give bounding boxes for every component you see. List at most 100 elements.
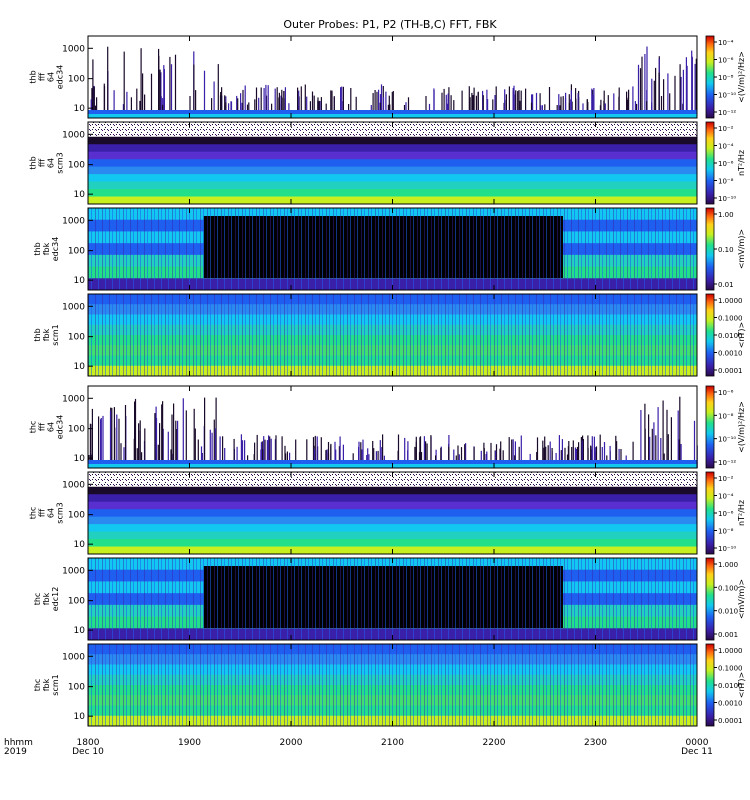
spectral-streak <box>492 99 494 118</box>
spectral-streak <box>670 417 672 468</box>
panel-label-line: fbk <box>42 592 51 605</box>
spectral-streak <box>632 441 634 468</box>
spectral-streak <box>169 56 171 118</box>
panel-label: thb fbk edc34 <box>33 237 60 262</box>
spectral-streak <box>680 444 682 468</box>
spectral-streak <box>381 447 383 468</box>
spectral-streak <box>193 408 195 468</box>
spectral-streak <box>655 67 657 118</box>
spectral-streak <box>545 446 547 468</box>
spectral-streak <box>372 441 374 468</box>
spectral-streak <box>284 87 286 118</box>
panel-label-line: thb <box>33 328 42 341</box>
panel-label-line: thc <box>33 679 42 692</box>
spectral-streak <box>224 95 226 118</box>
spectral-streak <box>130 97 132 118</box>
spectral-streak <box>448 446 450 468</box>
spectral-streak <box>639 68 642 118</box>
panel-label-line: thc <box>33 593 42 606</box>
colorbar-tick-label: 0.0100 <box>718 682 743 690</box>
spectral-streak <box>283 91 285 118</box>
spectral-streak <box>197 439 199 468</box>
spectral-streak <box>640 410 642 468</box>
panel-label-line: 64 <box>47 508 56 518</box>
colorbar <box>705 385 715 469</box>
colorbar-label: <mV/m)> <box>737 229 746 269</box>
spectral-streak <box>120 443 122 468</box>
panel-label: thc fbk edc12 <box>33 587 60 612</box>
spectral-streak <box>355 96 357 118</box>
panel-label-line: edc34 <box>56 65 65 90</box>
spectral-streak <box>532 94 534 118</box>
spectral-streak <box>376 91 378 118</box>
spectral-streak <box>295 439 297 468</box>
spectral-streak <box>641 56 643 118</box>
spectral-streak <box>453 449 455 468</box>
spectral-streak <box>593 436 595 468</box>
spectral-streak <box>651 78 653 118</box>
spectral-streak <box>644 428 646 468</box>
frequency-band <box>88 494 697 503</box>
spectral-streak <box>519 100 521 118</box>
colorbar-label: nT²/Hz <box>737 500 746 526</box>
panel-label: thc fff 64 scm3 <box>29 502 65 523</box>
spectral-streak <box>595 447 597 468</box>
colorbar <box>705 293 715 377</box>
spectral-streak <box>674 75 676 118</box>
colorbar-tick-label: 10⁻¹² <box>718 109 736 117</box>
colorbar-tick-label: 10⁻⁸ <box>718 412 734 420</box>
y-tick-label: 10 <box>74 362 86 372</box>
spectral-streak <box>100 418 102 468</box>
colorbar-label: <(V/m)²/Hz> <box>737 401 746 453</box>
spectral-streak <box>591 88 593 118</box>
spectral-streak <box>603 442 606 468</box>
spectral-streak <box>570 99 572 118</box>
spectral-streak <box>194 428 196 468</box>
spectral-streak <box>160 96 162 118</box>
spectral-streak <box>276 87 278 118</box>
spectral-streak <box>173 403 175 468</box>
spectral-streak <box>96 97 98 118</box>
spectral-streak <box>123 447 125 468</box>
panel-3: 10 100 1000 thb fbk edc34 1.00 0.10 0.01 <mV/m)> <box>33 207 746 291</box>
spectral-streak <box>269 436 271 468</box>
colorbar-tick-label: 1.0000 <box>718 297 743 305</box>
spectral-streak <box>140 48 142 119</box>
spectral-streak <box>375 451 377 468</box>
y-tick-label: 10 <box>74 626 86 636</box>
spectral-streak <box>304 84 306 118</box>
spectral-streak <box>561 439 563 468</box>
spectral-streak <box>495 86 497 118</box>
spectral-streak <box>443 88 445 118</box>
spectral-streak <box>138 423 140 468</box>
spectral-streak <box>618 96 620 118</box>
panel-label: thb fbk scm1 <box>33 324 60 345</box>
spectral-streak <box>361 449 363 468</box>
spectral-streak <box>425 96 427 118</box>
spectral-streak <box>581 440 583 468</box>
spectral-streak <box>136 448 138 468</box>
spectrogram-image <box>88 386 698 468</box>
spectral-streak <box>162 428 164 468</box>
colorbar-tick-label: 10⁻⁴ <box>718 493 734 501</box>
y-tick-label: 100 <box>68 683 85 693</box>
spectral-streak <box>637 64 640 118</box>
spectral-streak <box>136 88 138 118</box>
spectral-streak <box>482 95 484 118</box>
spectral-streak <box>571 101 573 118</box>
panel-label-line: fbk <box>42 242 51 255</box>
y-tick-label: 100 <box>68 75 85 85</box>
spectral-streak <box>142 73 144 118</box>
spectral-streak <box>224 448 226 468</box>
colorbar <box>705 643 715 727</box>
spectral-streak <box>558 94 560 118</box>
panel-label-line: fff <box>38 159 47 168</box>
colorbar-tick-label: 10⁻⁴ <box>718 143 734 151</box>
spectral-streak <box>319 101 321 118</box>
spectral-streak <box>460 447 463 468</box>
spectral-streak <box>632 86 634 118</box>
x-tick-label: 0000 <box>686 738 709 748</box>
spectral-streak <box>511 439 513 468</box>
spectral-streak <box>520 435 522 468</box>
spectral-streak <box>477 92 479 118</box>
